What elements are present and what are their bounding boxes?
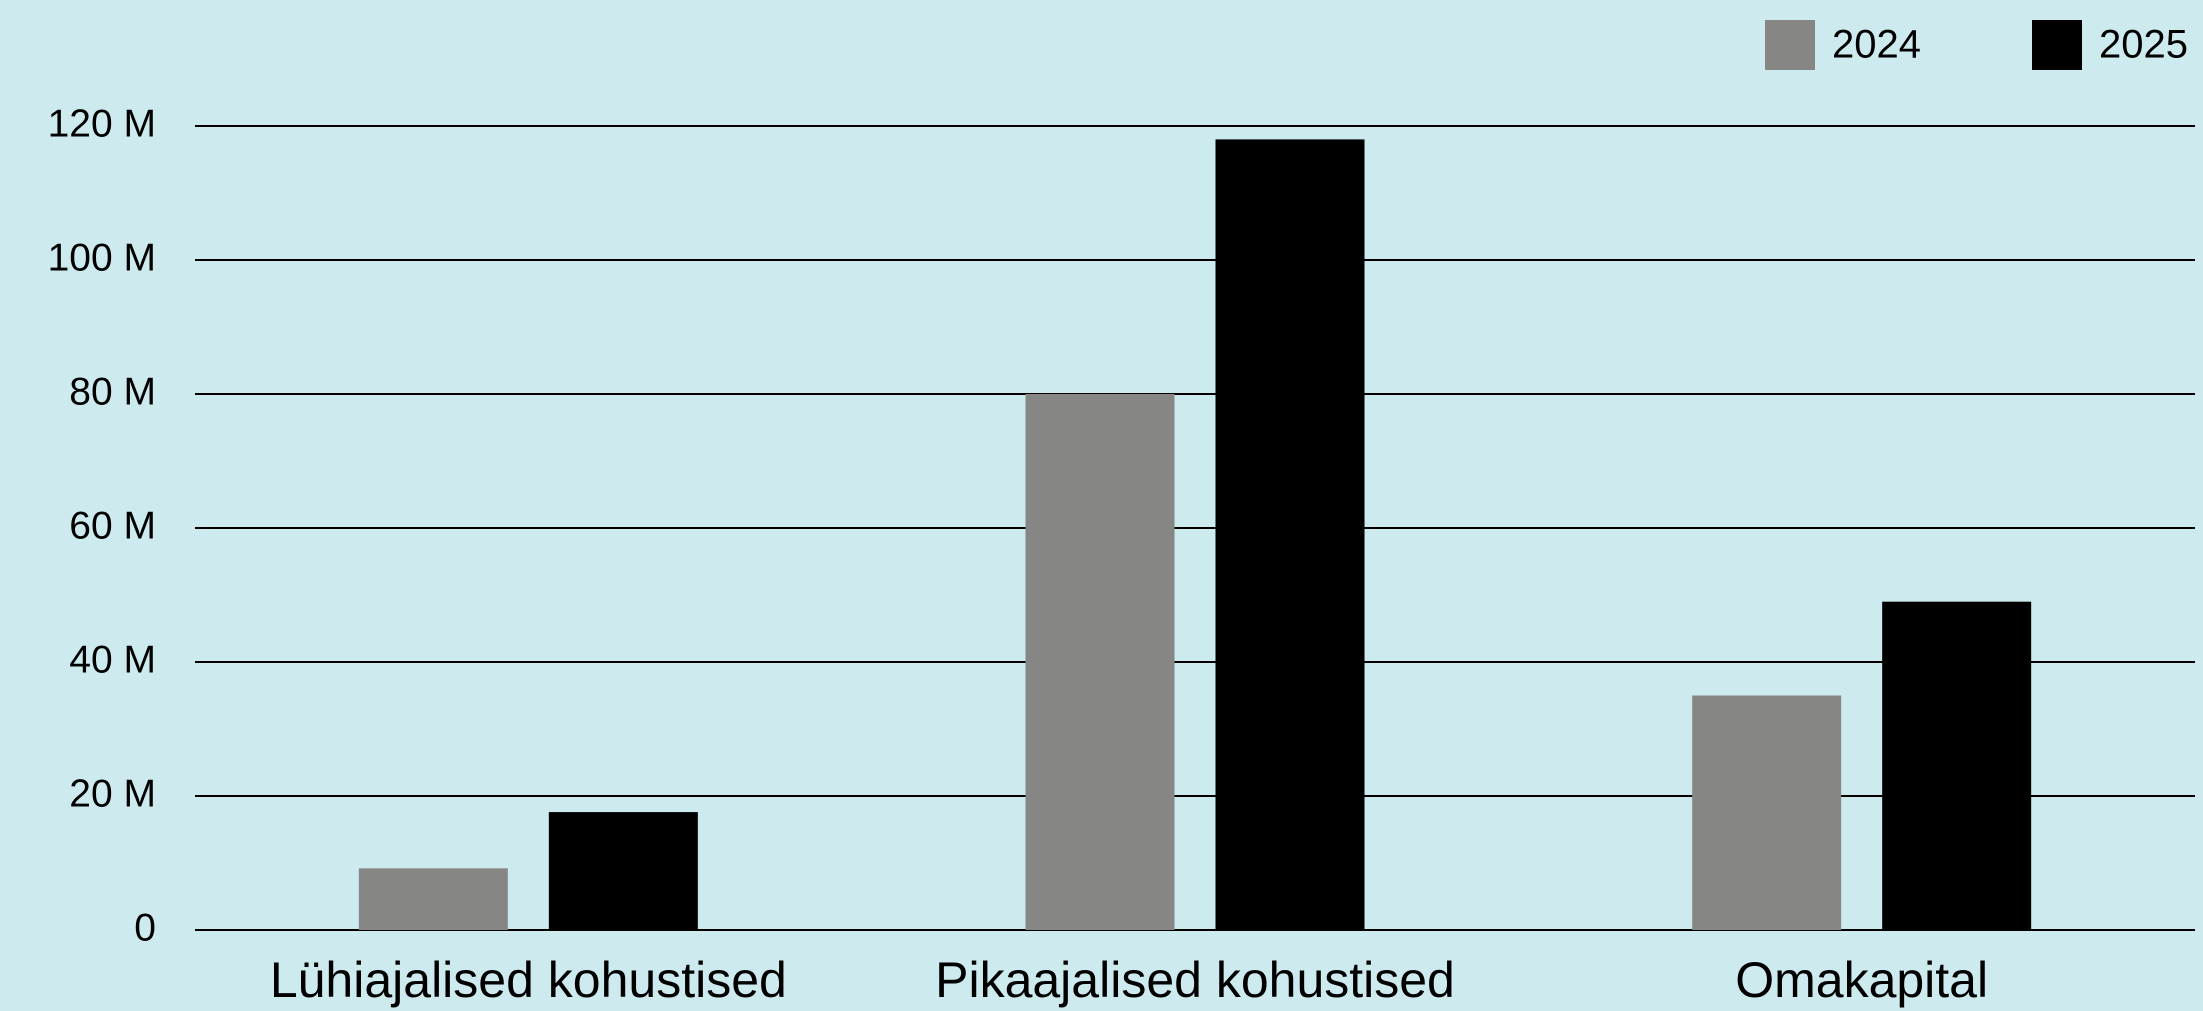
y-tick-label: 60 M bbox=[69, 504, 156, 547]
bar bbox=[548, 812, 698, 930]
legend-swatch bbox=[2032, 20, 2082, 70]
y-tick-label: 40 M bbox=[69, 638, 156, 681]
legend-label: 2025 bbox=[2099, 23, 2188, 67]
y-tick-label: 120 M bbox=[48, 102, 156, 145]
y-tick-label: 0 bbox=[134, 906, 156, 949]
y-tick-label: 20 M bbox=[69, 772, 156, 815]
legend-swatch bbox=[1765, 20, 1815, 70]
bar bbox=[1215, 139, 1365, 930]
y-tick-label: 80 M bbox=[69, 370, 156, 413]
y-tick-label: 100 M bbox=[48, 236, 156, 279]
bar bbox=[1692, 695, 1842, 930]
x-tick-label: Omakapital bbox=[1735, 952, 1988, 1008]
x-tick-label: Pikaajalised kohustised bbox=[935, 952, 1455, 1008]
bar bbox=[1025, 394, 1175, 930]
bar bbox=[358, 868, 508, 930]
legend-label: 2024 bbox=[1832, 23, 1921, 67]
x-tick-label: Lühiajalised kohustised bbox=[270, 952, 787, 1008]
bar bbox=[1882, 601, 2032, 930]
